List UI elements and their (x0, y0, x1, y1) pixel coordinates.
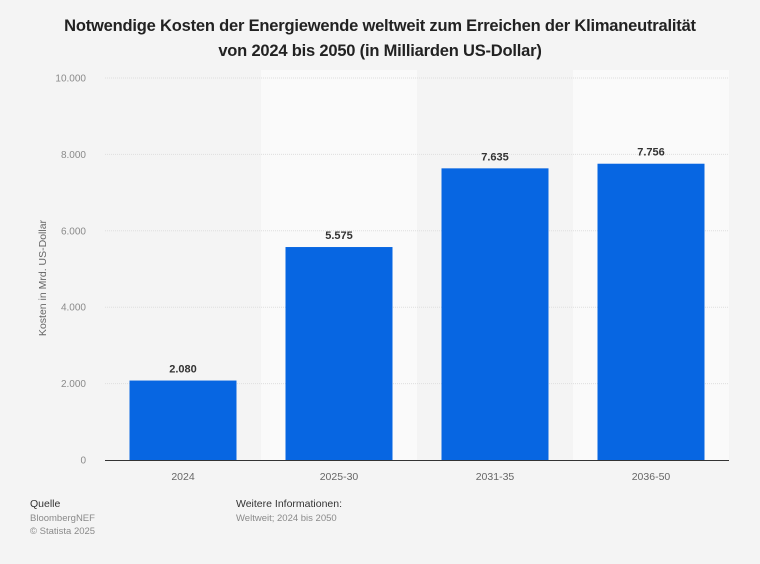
bar-2036-50 (597, 163, 705, 460)
bar-2031-35 (441, 168, 549, 460)
copyright: © Statista 2025 (30, 526, 96, 537)
y-tick-label: 6.000 (61, 226, 86, 237)
x-tick-label: 2036-50 (632, 471, 671, 483)
source-name: BloombergNEF (30, 513, 95, 524)
bar-2024 (129, 380, 237, 460)
data-label: 7.635 (481, 151, 509, 163)
bar-2025-30 (285, 247, 393, 460)
chart-title: Notwendige Kosten der Energiewende weltw… (0, 14, 760, 64)
data-label: 7.756 (637, 147, 665, 159)
data-label: 2.080 (169, 364, 197, 376)
chart-title-line-2: von 2024 bis 2050 (in Milliarden US-Doll… (218, 42, 542, 60)
x-tick-label: 2025-30 (320, 471, 359, 483)
y-tick-label: 4.000 (61, 303, 86, 314)
x-tick-label: 2024 (171, 471, 195, 483)
info-text: Weltweit; 2024 bis 2050 (236, 513, 337, 524)
y-tick-label: 2.000 (61, 379, 86, 390)
y-tick-label: 0 (80, 456, 86, 467)
x-tick-label: 2031-35 (476, 471, 515, 483)
y-tick-label: 8.000 (61, 150, 86, 161)
y-tick-label: 10.000 (55, 74, 86, 85)
info-heading: Weitere Informationen: (236, 498, 343, 510)
data-label: 5.575 (325, 230, 353, 242)
source-heading: Quelle (30, 498, 61, 510)
chart-title-line-1: Notwendige Kosten der Energiewende weltw… (64, 17, 696, 35)
y-axis-label: Kosten in Mrd. US-Dollar (37, 219, 49, 337)
